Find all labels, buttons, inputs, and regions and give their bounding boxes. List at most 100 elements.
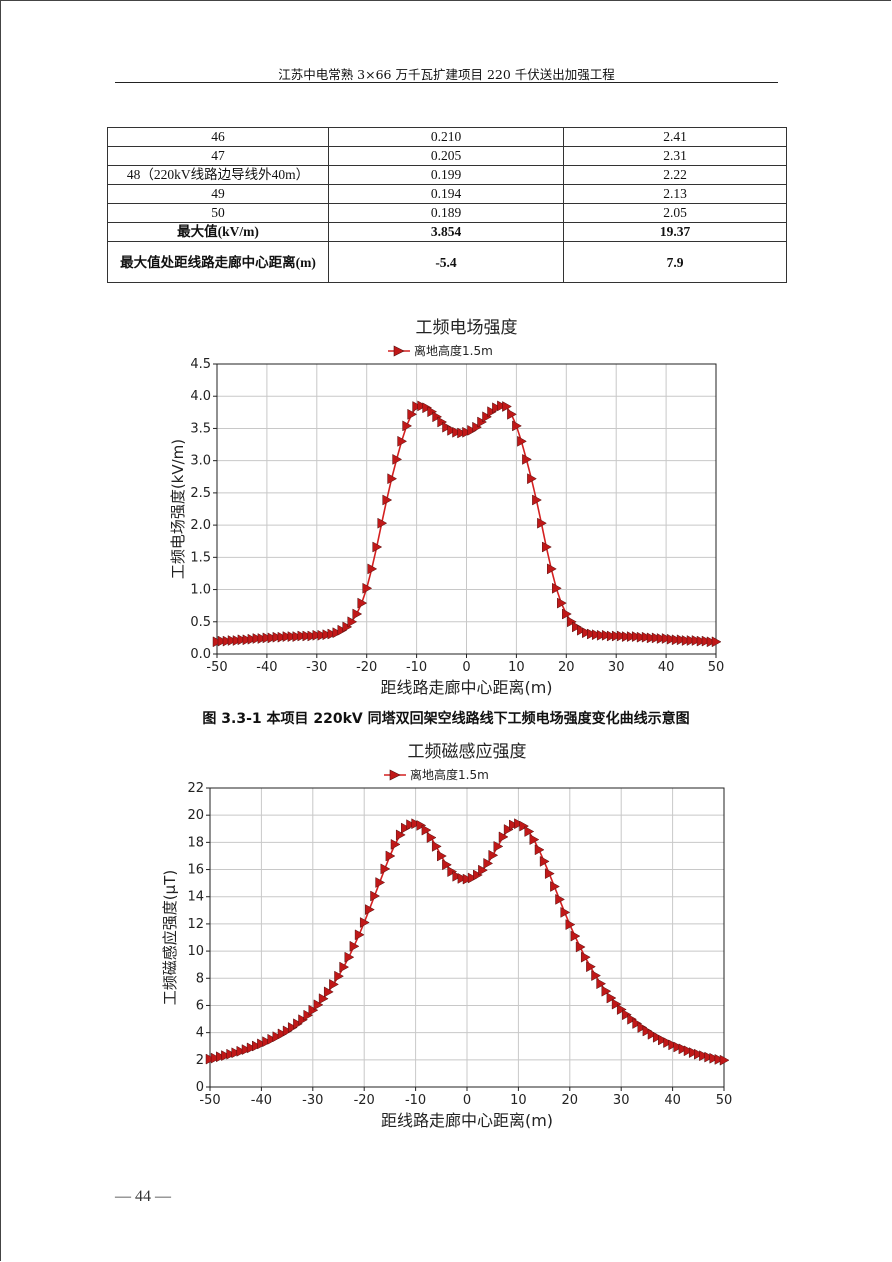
data-point <box>313 999 324 1011</box>
data-point <box>447 424 458 436</box>
data-point <box>527 473 537 485</box>
data-point <box>572 621 582 633</box>
data-point <box>416 819 427 831</box>
data-point <box>327 628 338 640</box>
data-point <box>257 1038 267 1050</box>
data-point <box>519 820 530 832</box>
y-tick-label: 2.0 <box>190 518 211 533</box>
data-point <box>601 629 612 641</box>
y-tick-label: 3.5 <box>190 421 211 436</box>
data-point <box>401 822 411 834</box>
y-tick-label: 4.5 <box>190 357 211 372</box>
data-point <box>596 978 607 990</box>
data-point <box>514 818 524 830</box>
data-point <box>221 1050 231 1062</box>
data-point <box>678 1043 689 1055</box>
data-point <box>591 629 602 641</box>
data-point <box>487 406 498 418</box>
data-point <box>482 411 493 423</box>
data-point <box>596 629 607 641</box>
data-point <box>387 473 398 485</box>
data-point <box>462 426 473 438</box>
data-point <box>537 517 547 529</box>
data-point <box>392 453 403 465</box>
data-point <box>673 1041 684 1053</box>
data-point <box>616 630 627 642</box>
x-tick-label: 10 <box>508 660 525 675</box>
data-point <box>529 834 540 846</box>
x-tick-label: -20 <box>354 1093 375 1108</box>
data-point <box>217 635 228 647</box>
data-point <box>397 435 408 447</box>
series-markers <box>212 400 722 648</box>
data-point <box>380 863 391 875</box>
data-point <box>277 1028 288 1040</box>
data-point <box>562 608 572 620</box>
data-point <box>370 890 381 902</box>
x-tick-label: 40 <box>658 660 675 675</box>
data-point <box>696 635 707 647</box>
data-point <box>627 1013 638 1025</box>
chart-title: 工频电场强度 <box>416 318 518 338</box>
data-point <box>372 541 383 553</box>
data-point <box>632 1018 643 1029</box>
data-point <box>344 951 355 963</box>
data-point <box>312 629 323 641</box>
data-point <box>349 940 360 952</box>
y-tick-label: 22 <box>187 781 204 796</box>
data-point <box>257 633 268 644</box>
x-tick-label: 10 <box>510 1093 527 1108</box>
data-point <box>252 633 263 644</box>
data-point <box>493 840 504 852</box>
data-point <box>422 402 433 414</box>
table-cell: 最大值(kV/m) <box>107 222 329 242</box>
data-point <box>227 635 238 646</box>
y-tick-label: 4.0 <box>190 389 211 404</box>
data-point <box>362 582 373 594</box>
data-point <box>272 631 283 643</box>
x-tick-label: -20 <box>356 660 377 675</box>
figure-caption: 图 3.3-1 本项目 220kV 同塔双回架空线路线下工频电场强度变化曲线示意… <box>202 711 690 727</box>
x-tick-label: 40 <box>664 1093 681 1108</box>
legend-marker <box>389 769 401 781</box>
data-point <box>542 541 552 553</box>
data-point <box>242 634 253 646</box>
data-point <box>477 416 488 428</box>
data-point <box>522 453 532 465</box>
data-point <box>539 855 550 867</box>
data-point <box>437 416 448 428</box>
grid <box>209 787 725 1088</box>
y-tick-label: 3.0 <box>190 454 211 469</box>
legend-label: 离地高度1.5m <box>414 343 493 358</box>
y-tick-label: 16 <box>187 863 204 878</box>
data-point <box>437 850 447 862</box>
data-point <box>293 1018 303 1030</box>
data-point <box>621 631 632 643</box>
data-point <box>544 868 555 880</box>
data-point <box>711 636 722 648</box>
data-point <box>329 978 339 990</box>
data-point <box>616 1004 627 1015</box>
data-point <box>626 631 637 643</box>
data-point <box>262 632 273 644</box>
table-row: 49 0.194 2.13 <box>107 184 787 204</box>
data-point <box>282 1025 293 1037</box>
table-cell: 48（220kV线路边导线外40m） <box>107 165 329 185</box>
data-point <box>457 872 468 884</box>
data-point <box>237 634 248 646</box>
data-point <box>547 563 557 575</box>
data-point <box>651 632 662 644</box>
data-point <box>532 494 542 506</box>
x-tick-label: 20 <box>558 660 575 675</box>
data-point <box>524 826 535 837</box>
data-point <box>431 840 442 852</box>
x-tick-label: 30 <box>608 660 625 675</box>
data-point <box>457 427 468 439</box>
y-tick-label: 0.5 <box>190 615 211 630</box>
data-point <box>586 961 596 973</box>
data-point <box>395 829 406 841</box>
data-point <box>699 1050 709 1062</box>
data-point <box>267 1033 278 1045</box>
